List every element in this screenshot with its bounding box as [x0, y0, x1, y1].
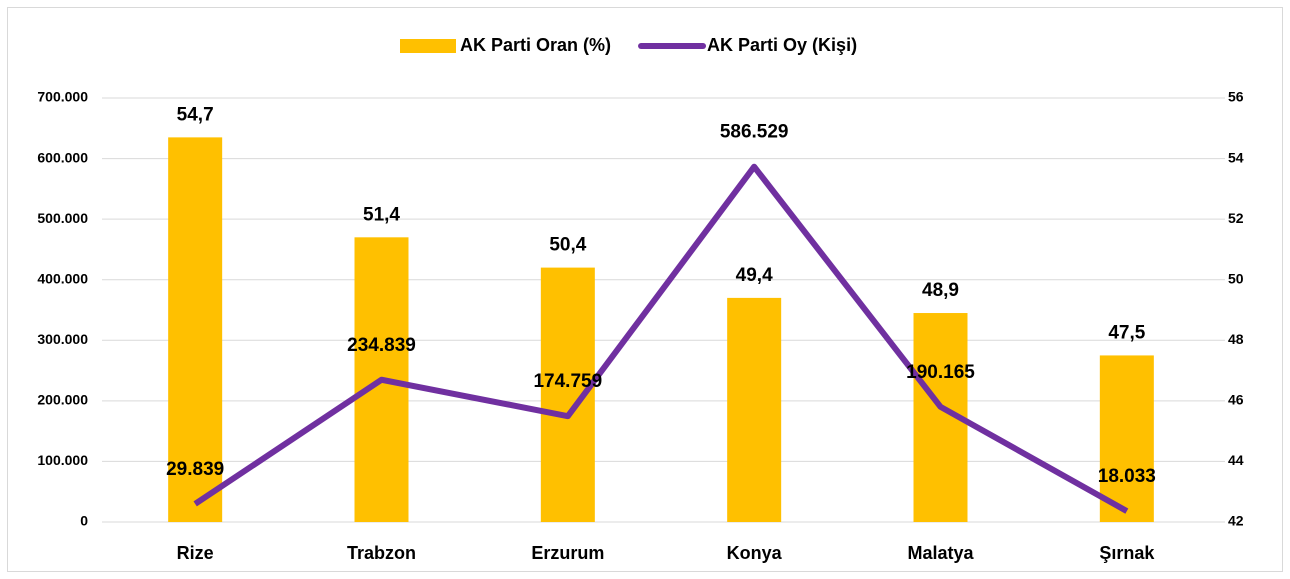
- line: [193, 163, 1129, 514]
- x-tick-label: Erzurum: [531, 543, 604, 563]
- x-tick-label: Trabzon: [347, 543, 416, 563]
- y2-tick-label: 48: [1228, 331, 1244, 347]
- bar-value-label: 50,4: [549, 235, 586, 256]
- y-tick-label: 300.000: [37, 331, 88, 347]
- bar-value-label: 54,7: [177, 104, 214, 125]
- y2-tick-label: 54: [1228, 149, 1244, 165]
- line-value-label: 18.033: [1098, 466, 1156, 487]
- line-value-label: 234.839: [347, 335, 416, 356]
- y-tick-label: 100.000: [37, 452, 88, 468]
- y2-tick-label: 42: [1228, 513, 1244, 529]
- legend-label: AK Parti Oy (Kişi): [707, 35, 857, 55]
- y-tick-label: 600.000: [37, 149, 88, 165]
- bar-value-label: 51,4: [363, 204, 400, 225]
- x-tick-label: Şırnak: [1099, 543, 1155, 563]
- line-value-label: 586.529: [720, 122, 789, 143]
- y-tick-label: 0: [80, 513, 88, 529]
- bar-value-label: 49,4: [736, 265, 773, 286]
- x-tick-label: Rize: [177, 543, 214, 563]
- bar: [168, 137, 223, 522]
- y2-tick-label: 52: [1228, 210, 1244, 226]
- y-tick-label: 500.000: [37, 210, 88, 226]
- y2-tick-label: 56: [1228, 89, 1244, 105]
- y2-tick-label: 44: [1228, 452, 1244, 468]
- line-value-label: 174.759: [533, 371, 602, 392]
- x-tick-label: Konya: [727, 543, 783, 563]
- legend-swatch: [400, 39, 456, 53]
- y2-tick-label: 50: [1228, 270, 1244, 286]
- bar-value-label: 47,5: [1108, 322, 1145, 343]
- bar: [1099, 355, 1154, 522]
- y-tick-label: 400.000: [37, 270, 88, 286]
- y-tick-label: 200.000: [37, 392, 88, 408]
- line-value-label: 190.165: [906, 362, 975, 383]
- bar-value-label: 48,9: [922, 280, 959, 301]
- bar: [727, 297, 782, 522]
- legend-label: AK Parti Oran (%): [460, 35, 611, 55]
- y-tick-label: 700.000: [37, 89, 88, 105]
- x-tick-label: Malatya: [907, 543, 974, 563]
- line-value-label: 29.839: [166, 459, 224, 480]
- y2-tick-label: 46: [1228, 392, 1244, 408]
